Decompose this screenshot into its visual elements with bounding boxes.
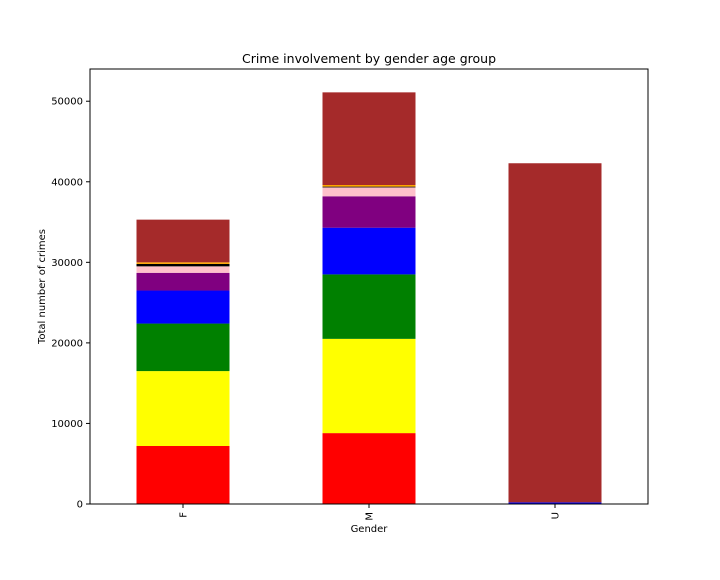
bar-segment-F-5 — [136, 266, 230, 273]
bar-segment-M-6 — [322, 186, 416, 188]
bar-segment-M-7 — [322, 185, 416, 187]
bars-layer — [136, 92, 602, 504]
bar-segment-M-8 — [322, 92, 416, 185]
bar-segment-M-5 — [322, 187, 416, 197]
bar-segment-M-2 — [322, 274, 416, 339]
bar-segment-F-4 — [136, 272, 230, 291]
bar-segment-F-7 — [136, 262, 230, 264]
bar-segment-F-1 — [136, 371, 230, 446]
plot-frame — [89, 68, 649, 505]
y-tick-label: 20000 — [51, 338, 83, 349]
y-tick-label: 30000 — [51, 258, 83, 269]
bar-segment-U-3 — [508, 502, 602, 504]
y-tick-label: 10000 — [51, 419, 83, 430]
x-tick-label: F — [179, 512, 190, 518]
x-tick-label: M — [365, 512, 376, 521]
bar-segment-M-4 — [322, 196, 416, 228]
y-tick-label: 50000 — [51, 97, 83, 108]
bar-segment-F-3 — [136, 290, 230, 324]
bar-segment-M-3 — [322, 227, 416, 275]
bar-segment-F-2 — [136, 323, 230, 372]
y-tick-label: 40000 — [51, 177, 83, 188]
bar-segment-F-6 — [136, 263, 230, 267]
y-axis: 0 10000 20000 30000 40000 50000 — [51, 97, 90, 511]
bar-segment-F-8 — [136, 219, 230, 263]
bar-segment-M-1 — [322, 338, 416, 434]
y-axis-label: Total number of crimes — [37, 229, 48, 345]
x-tick-label: U — [551, 512, 562, 519]
bar-segment-F-0 — [136, 446, 230, 504]
y-tick-label: 0 — [77, 500, 83, 511]
chart-title: Crime involvement by gender age group — [242, 51, 496, 66]
bar-segment-U-8 — [508, 163, 602, 503]
x-axis-label: Gender — [351, 524, 389, 535]
bar-segment-M-0 — [322, 433, 416, 504]
